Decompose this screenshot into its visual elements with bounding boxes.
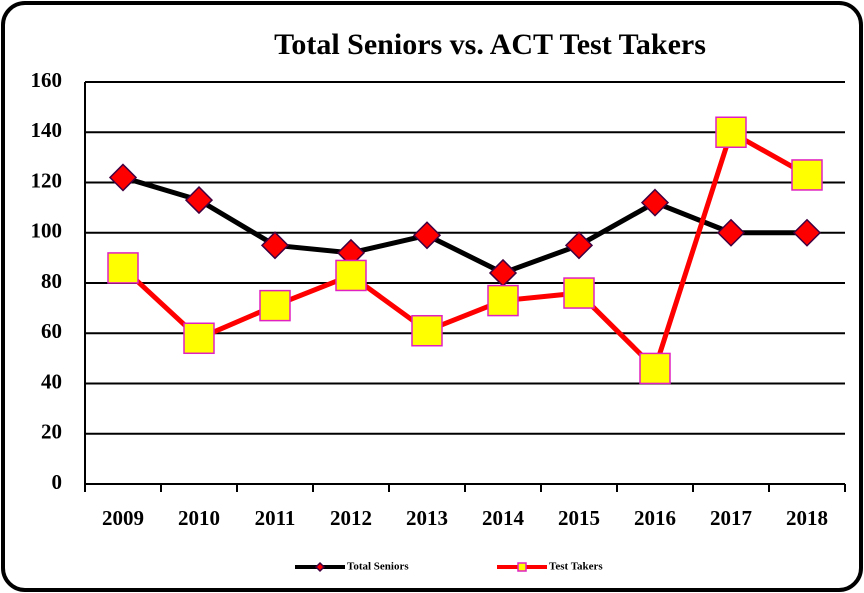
marker [563,277,595,309]
marker [260,231,290,260]
marker [412,221,442,250]
marker [791,159,823,191]
y-tick-label: 0 [52,470,63,494]
series [108,163,822,288]
marker [640,188,670,217]
y-tick-label: 100 [31,219,63,243]
y-tick-label: 120 [31,168,63,192]
legend-item: Test Takers [497,561,603,573]
marker [183,322,215,355]
y-tick-label: 160 [31,68,63,92]
marker [411,314,443,347]
marker [564,231,594,260]
marker [715,116,747,148]
chart-title: Total Seniors vs. ACT Test Takers [274,28,706,61]
marker [108,163,138,192]
series [107,116,823,385]
y-tick-label: 140 [31,118,63,142]
marker [517,562,527,572]
marker [639,352,671,385]
x-tick-label: 2017 [710,506,752,530]
legend-label: Test Takers [549,561,603,573]
x-tick-label: 2011 [255,506,296,530]
x-tick-label: 2014 [482,506,525,530]
marker [716,218,746,247]
y-tick-label: 20 [41,420,62,444]
marker [335,259,367,292]
x-tick-label: 2015 [558,506,600,530]
marker [259,289,291,322]
x-tick-label: 2012 [330,506,372,530]
marker [314,561,326,573]
x-tick-label: 2010 [178,506,220,530]
x-tick-label: 2018 [786,506,828,530]
x-tick-label: 2013 [406,506,448,530]
series-line [122,175,807,276]
x-tick-label: 2009 [102,506,144,530]
legend-item: Total Seniors [295,561,409,573]
y-tick-label: 60 [41,319,62,343]
x-tick-label: 2016 [634,506,676,530]
marker [107,252,139,284]
series-line [121,129,809,371]
y-tick-label: 40 [41,369,62,393]
legend-label: Total Seniors [347,561,409,573]
marker [792,218,822,247]
y-tick-label: 80 [41,269,62,293]
marker [487,284,519,317]
marker [184,186,214,215]
